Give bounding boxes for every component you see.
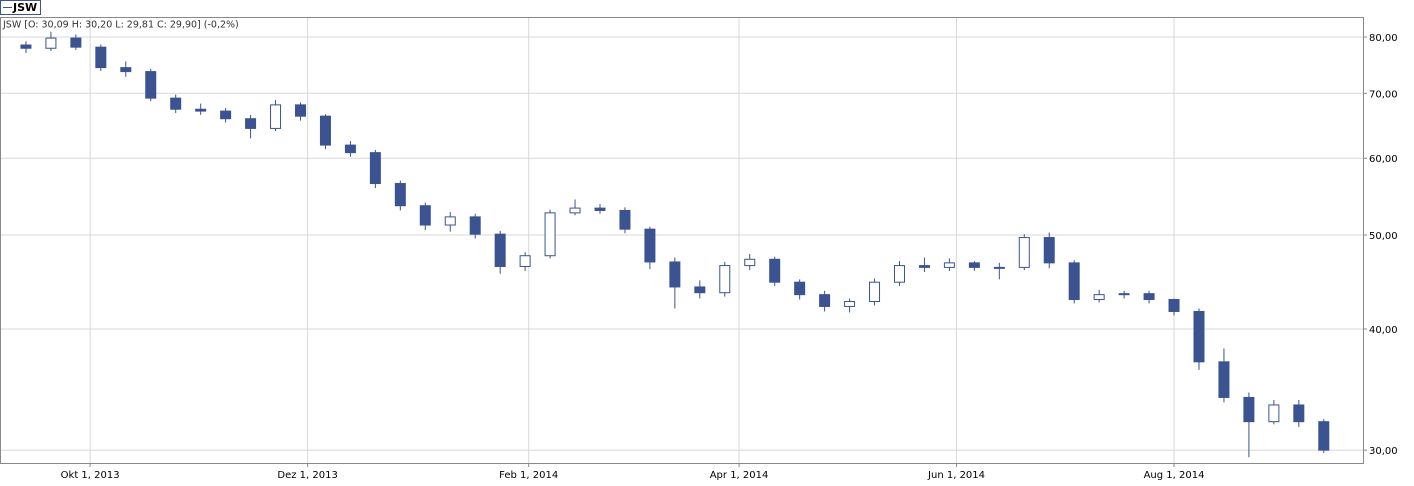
candle-body — [369, 152, 381, 185]
candle-body — [120, 67, 132, 73]
y-tick-label: 30,00 — [1369, 446, 1398, 457]
x-tick-label: Apr 1, 2014 — [710, 470, 769, 481]
y-tick-label: 70,00 — [1369, 89, 1398, 100]
ohlc-header: JSW [O: 30,09 H: 30,20 L: 29,81 C: 29,90… — [2, 20, 239, 31]
candle-body — [869, 281, 881, 302]
candle-body — [1168, 299, 1180, 312]
candle-body — [195, 108, 207, 112]
candle-body — [1018, 237, 1030, 268]
candle-body — [644, 228, 656, 263]
candle-body — [1093, 294, 1105, 301]
candle-body — [1318, 421, 1330, 451]
candle-body — [270, 104, 282, 129]
candle-body — [469, 216, 481, 235]
candle-body — [943, 262, 955, 268]
legend-box — [0, 0, 41, 15]
candle-body — [1143, 293, 1155, 301]
candle-body — [844, 300, 856, 307]
candle-body — [70, 37, 82, 48]
candle-body — [694, 286, 706, 294]
candle-body — [769, 258, 781, 283]
candle-body — [1268, 404, 1280, 423]
x-tick-label: Aug 1, 2014 — [1144, 470, 1205, 481]
candle-body — [744, 258, 756, 267]
y-tick-label: 50,00 — [1369, 231, 1398, 242]
candle-body — [344, 144, 356, 154]
candle-body — [294, 104, 306, 117]
candle-body — [1193, 310, 1205, 363]
candle-body — [145, 71, 157, 99]
candle-body — [544, 212, 556, 257]
candle-body — [893, 265, 905, 283]
candle-body — [1243, 396, 1255, 423]
candle-body — [245, 118, 257, 129]
candle-body — [993, 266, 1005, 269]
candle-body — [1118, 293, 1130, 296]
candle-body — [170, 97, 182, 110]
y-tick-label: 60,00 — [1369, 154, 1398, 165]
candle-body — [619, 209, 631, 230]
candle-body — [494, 233, 506, 267]
x-tick-label: Feb 1, 2014 — [499, 470, 558, 481]
candle-body — [45, 37, 57, 49]
candle-body — [1293, 404, 1305, 423]
candle-body — [918, 265, 930, 268]
candle-body — [1068, 262, 1080, 301]
y-tick-label: 80,00 — [1369, 33, 1398, 44]
grid — [1, 18, 1363, 463]
candle-body — [794, 281, 806, 296]
x-tick-label: Dez 1, 2013 — [277, 470, 337, 481]
candle-body — [968, 262, 980, 268]
candle-body — [394, 183, 406, 207]
legend-label: JSW — [12, 1, 37, 14]
candle-body — [220, 110, 232, 120]
candle-body — [20, 44, 32, 49]
y-tick-label: 40,00 — [1369, 325, 1398, 336]
candle-body — [1043, 237, 1055, 264]
candles — [20, 31, 1330, 458]
candle-body — [719, 265, 731, 294]
candle-body — [319, 115, 331, 146]
candle-body — [419, 205, 431, 226]
candle-body — [669, 261, 681, 288]
candle-body — [519, 255, 531, 267]
candle-body — [594, 207, 606, 211]
candle-body — [569, 207, 581, 214]
candle-body — [819, 294, 831, 307]
candle-body — [444, 216, 456, 226]
x-tick-label: Okt 1, 2013 — [61, 470, 120, 481]
x-tick-label: Jun 1, 2014 — [927, 470, 985, 481]
candle-body — [1218, 361, 1230, 398]
candle-body — [95, 46, 107, 69]
plot-frame — [0, 17, 1364, 464]
